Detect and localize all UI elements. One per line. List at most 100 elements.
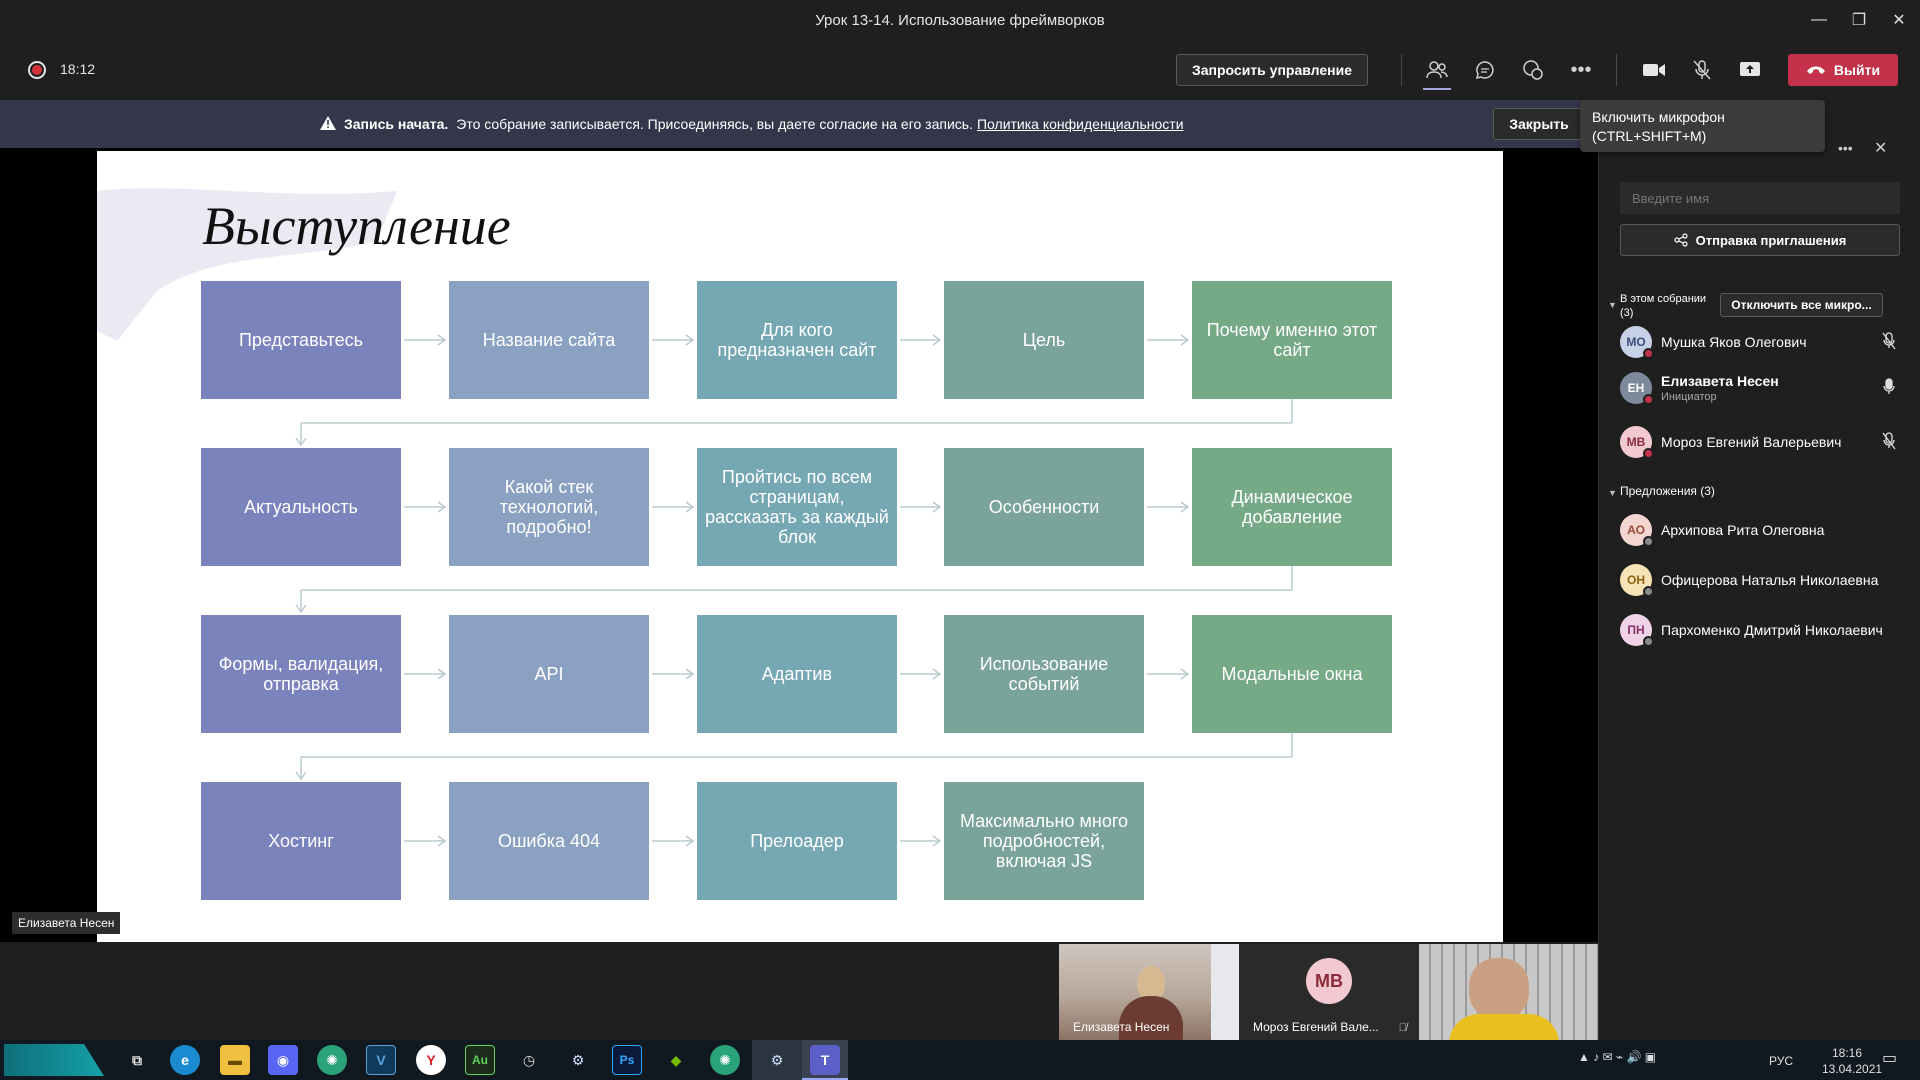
row-connector-head [295,604,307,614]
panel-close-icon[interactable]: ✕ [1874,140,1888,157]
window-title: Урок 13-14. Использование фреймворков [815,11,1105,29]
person-body-shape [1449,1014,1559,1040]
recording-icon [28,61,46,79]
leave-button[interactable]: Выйти [1788,54,1898,86]
participant-avatar: МВ [1620,426,1652,458]
suggestion-name[interactable]: Пархоменко Дмитрий Николаевич [1661,622,1883,638]
flow-arrow-head [437,668,447,680]
photoshop-icon[interactable]: Ps [612,1045,642,1075]
row-connector-head [295,437,307,447]
tile-name-moroz: Мороз Евгений Вале... [1253,1020,1379,1034]
presence-status-icon [1643,586,1654,597]
participant-name[interactable]: Мушка Яков Олегович [1661,334,1807,350]
flow-box: Особенности [944,448,1144,566]
yandex-browser-icon[interactable]: Y [416,1045,446,1075]
notifications-icon[interactable]: ▭ [1882,1050,1898,1067]
more-options-icon[interactable]: ••• [1570,58,1592,81]
request-control-button[interactable]: Запросить управление [1176,54,1368,86]
tile-name-presenter: Елизавета Несен [1073,1020,1170,1034]
discord-icon[interactable]: ◉ [268,1045,298,1075]
banner-close-button[interactable]: Закрыть [1493,108,1585,140]
taskbar-clock[interactable]: 18:16 13.04.2021 [1822,1045,1883,1077]
presenter-label: Елизавета Несен [12,912,121,934]
clock-app-icon[interactable]: ◷ [522,1051,536,1068]
meeting-toolbar [0,40,1920,100]
steam-icon-2[interactable]: ⚙ [770,1051,784,1068]
panel-more-icon[interactable]: ••• [1838,140,1853,156]
audition-icon[interactable]: Au [465,1045,495,1075]
warning-icon [320,115,336,133]
teams-icon[interactable]: T [810,1045,840,1075]
mic-muted-icon[interactable] [1882,332,1896,355]
send-invite-button[interactable]: Отправка приглашения [1620,224,1900,256]
collapse-meeting-icon[interactable]: ▼ [1608,300,1617,310]
video-tile-presenter[interactable]: Елизавета Несен [1059,944,1239,1040]
tile-avatar: МВ [1306,958,1352,1004]
collapse-suggestions-icon[interactable]: ▼ [1608,488,1617,498]
flow-arrow-head [1180,668,1190,680]
invite-name-input[interactable] [1620,182,1900,214]
flow-arrow-head [932,501,942,513]
flow-arrow-head [932,334,942,346]
chatgpt-icon[interactable]: ✺ [317,1045,347,1075]
flow-box: Пройтись по всем страницам, рассказать з… [697,448,897,566]
flow-arrow-head [437,334,447,346]
microphone-tooltip: Включить микрофон (CTRL+SHIFT+M) [1580,100,1825,152]
suggestion-name[interactable]: Архипова Рита Олеговна [1661,522,1825,538]
visio-icon[interactable]: V [366,1045,396,1075]
slide-title: Выступление [202,196,511,256]
mute-all-button[interactable]: Отключить все микро... [1720,293,1883,317]
tray-icons[interactable]: ▲ ♪ ✉ ⌁ 🔊 ▣ [1578,1050,1657,1064]
suggestion-name[interactable]: Офицерова Наталья Николаевна [1661,572,1879,588]
presence-status-icon [1643,394,1654,405]
microphone-off-icon[interactable] [1684,52,1720,88]
video-tile-student[interactable] [1419,944,1598,1040]
restore-icon[interactable]: ❐ [1851,12,1867,29]
presence-status-icon [1643,636,1654,647]
nvidia-icon[interactable]: ◆ [670,1051,682,1068]
edge-icon[interactable]: e [170,1045,200,1075]
flow-box: Модальные окна [1192,615,1392,733]
steam-icon[interactable]: ⚙ [571,1051,585,1068]
language-indicator[interactable]: РУС [1769,1054,1794,1068]
tooltip-line-2: (CTRL+SHIFT+M) [1592,128,1707,144]
participants-active-indicator [1423,88,1451,90]
video-tile-moroz[interactable]: МВ Мороз Евгений Вале... 🎙̸ [1239,944,1419,1040]
in-meeting-header: В этом собрании (3) [1620,292,1706,320]
minimize-icon[interactable]: — [1811,11,1827,28]
presence-status-icon [1643,536,1654,547]
file-explorer-icon[interactable]: ▬ [220,1045,250,1075]
camera-icon[interactable] [1636,52,1672,88]
person-body-shape [1119,996,1183,1040]
participant-name[interactable]: Елизавета Несен [1661,373,1779,389]
flow-arrow-head [1180,334,1190,346]
flow-arrow-head [685,835,695,847]
clock-date: 13.04.2021 [1822,1062,1883,1076]
chatgpt-icon-2[interactable]: ✺ [710,1045,740,1075]
mic-icon[interactable] [1882,378,1896,401]
share-link-icon [1674,233,1688,247]
participants-panel [1598,100,1920,1042]
flow-arrow-head [1180,501,1190,513]
flow-box: Почему именно этот сайт [1192,281,1392,399]
suggestions-label: Предложения (3) [1620,484,1715,498]
mic-muted-icon[interactable] [1882,432,1896,455]
participant-name[interactable]: Мороз Евгений Валерьевич [1661,434,1842,450]
flow-arrow-head [685,501,695,513]
privacy-policy-link[interactable]: Политика конфиденциальности [976,116,1184,132]
person-face-shape [1469,958,1529,1020]
close-window-icon[interactable]: ✕ [1892,12,1906,29]
start-button[interactable] [4,1044,104,1076]
window-shape [1211,944,1239,1040]
reactions-icon[interactable] [1515,52,1551,88]
flow-box: Хостинг [201,782,401,900]
flow-box: Максимально много подробностей, включая … [944,782,1144,900]
participants-icon[interactable] [1419,52,1455,88]
banner-title: Запись начата. [344,116,449,132]
meeting-timer: 18:12 [60,61,96,77]
task-view-icon[interactable]: ⧉ [132,1051,142,1068]
chat-icon[interactable] [1467,52,1503,88]
share-screen-icon[interactable] [1732,52,1768,88]
flow-arrow-head [932,668,942,680]
slide: Выступление Представьтесь Название сайта Д… [97,151,1503,942]
